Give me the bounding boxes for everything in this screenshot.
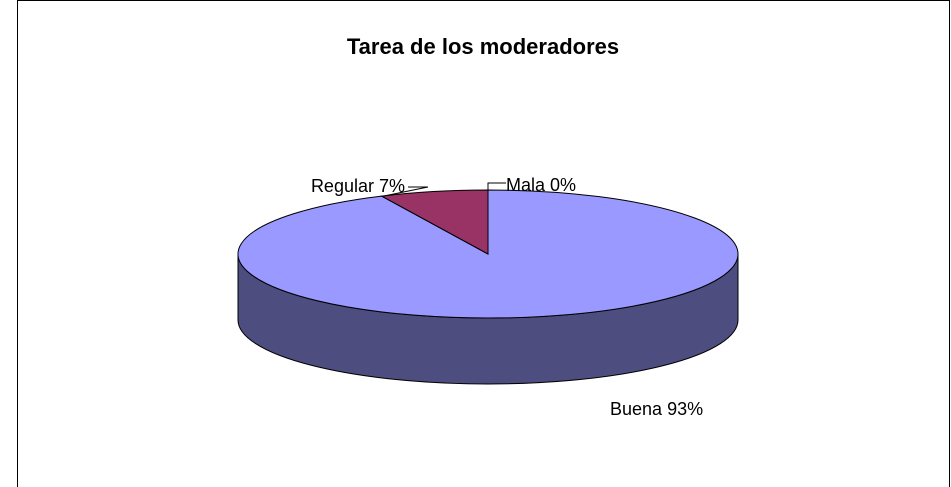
category-label: Regular	[311, 176, 374, 196]
pie-slice	[379, 189, 489, 255]
leader-line	[383, 186, 429, 197]
value-label: 0%	[550, 175, 576, 195]
category-label: Buena	[610, 399, 663, 419]
pie	[237, 189, 739, 385]
data-label: Mala 0%	[506, 175, 576, 195]
value-label: 93%	[667, 399, 703, 419]
data-label: Regular 7%	[311, 176, 405, 196]
data-label: Buena 93%	[610, 399, 703, 419]
value-label: 7%	[379, 176, 405, 196]
category-label: Mala	[506, 175, 546, 195]
chart-frame	[17, 0, 950, 487]
chart-title: Tarea de los moderadores	[347, 34, 619, 59]
leader-line	[487, 182, 506, 190]
pie-tops	[237, 189, 739, 319]
